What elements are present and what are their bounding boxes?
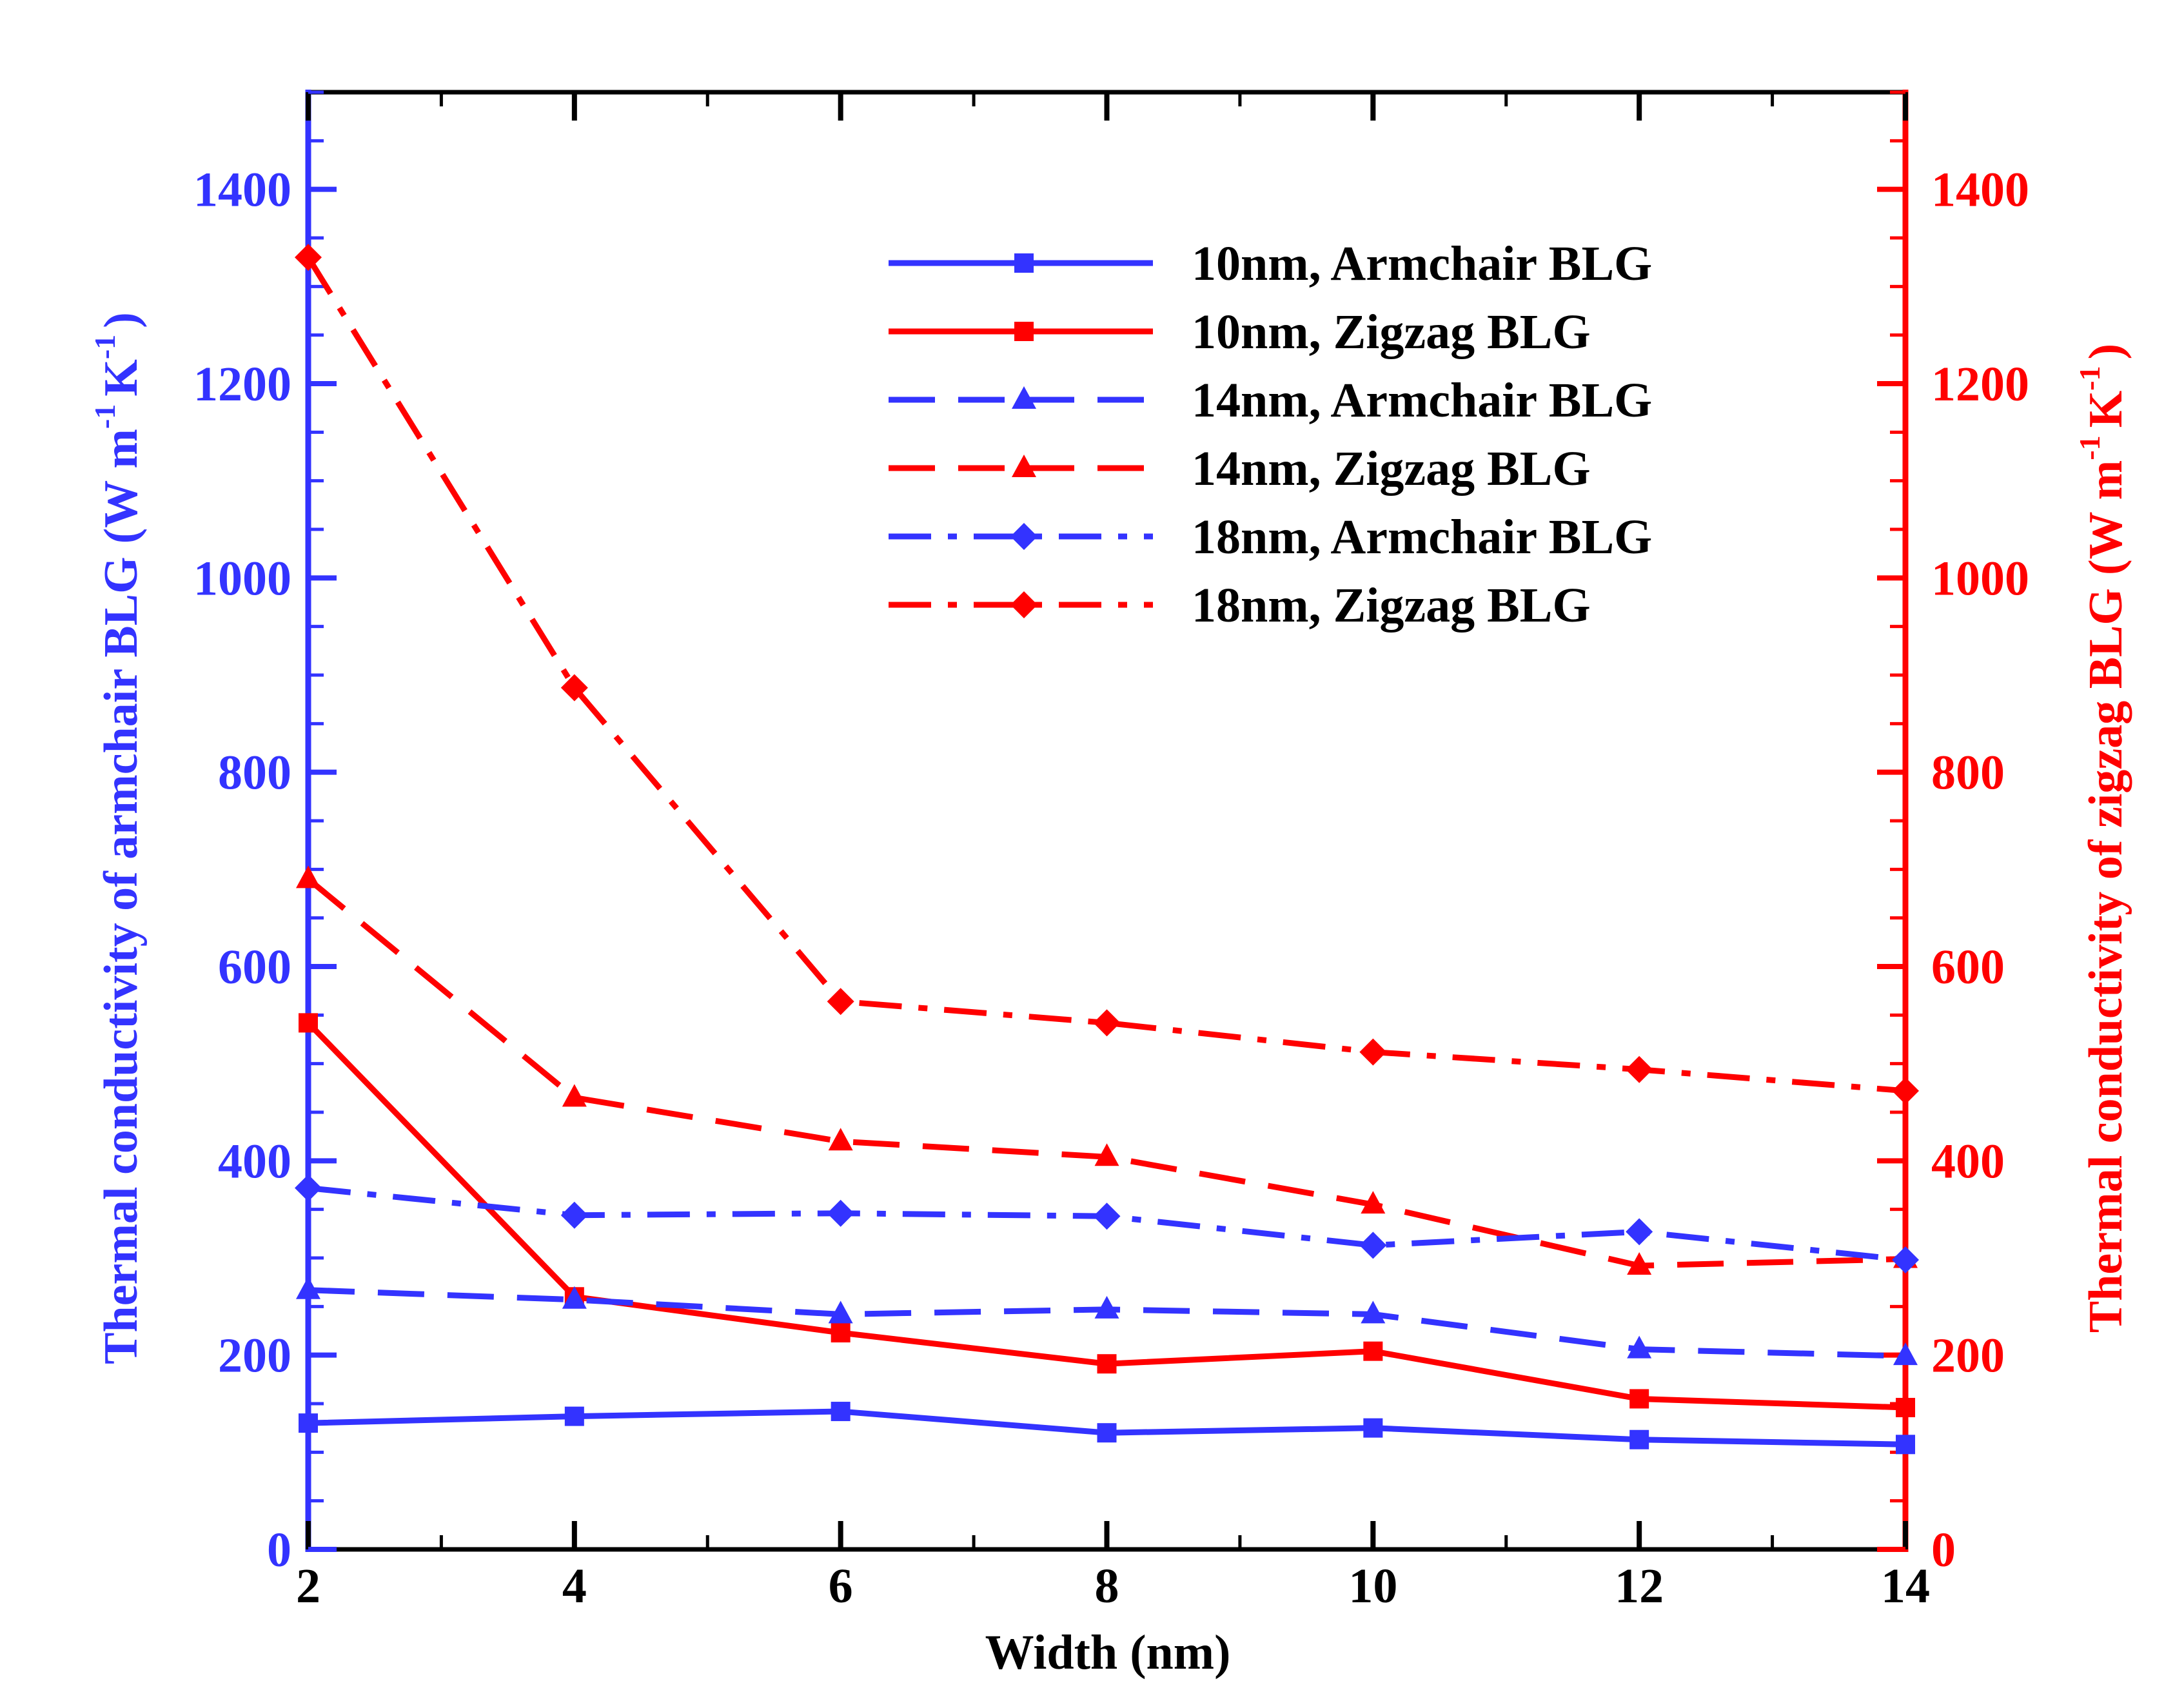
data-point (1629, 1389, 1649, 1409)
right-y-tick-label: 800 (1931, 746, 2005, 800)
data-point (299, 1413, 318, 1433)
data-point (1359, 1038, 1387, 1066)
data-point (299, 1013, 318, 1033)
legend-item: 14nm, Zigzag BLG (889, 442, 1591, 496)
data-point (1896, 1435, 1915, 1455)
data-point (564, 1406, 584, 1426)
x-tick-label: 10 (1348, 1559, 1397, 1613)
x-tick-label: 6 (829, 1559, 853, 1613)
data-point (1363, 1418, 1383, 1438)
data-point (1896, 1398, 1915, 1418)
data-point (1626, 1055, 1653, 1083)
data-point (831, 1402, 851, 1422)
left-y-tick-label: 1000 (193, 551, 291, 605)
series-0 (299, 1402, 1915, 1455)
data-point (1627, 1252, 1652, 1275)
legend-marker (1012, 455, 1036, 477)
legend-item: 10nm, Armchair BLG (889, 237, 1652, 291)
left-y-tick-label: 400 (218, 1134, 291, 1188)
legend-marker (1014, 253, 1034, 273)
data-point (827, 988, 854, 1016)
legend-item: 18nm, Armchair BLG (889, 510, 1652, 564)
legend-marker (1014, 322, 1034, 341)
left-y-tick-label: 600 (218, 940, 291, 994)
x-tick-label: 4 (562, 1559, 587, 1613)
data-point (296, 1276, 320, 1299)
data-point (1094, 1295, 1119, 1319)
data-point (1626, 1218, 1653, 1246)
data-point (831, 1323, 851, 1343)
x-tick-label: 2 (296, 1559, 320, 1613)
legend-marker (1012, 386, 1036, 409)
left-y-tick-label: 0 (267, 1523, 291, 1577)
data-point (1094, 1143, 1119, 1166)
right-y-tick-label: 400 (1931, 1134, 2005, 1188)
data-point (562, 1084, 587, 1107)
left-y-tick-label: 800 (218, 746, 291, 800)
x-tick-label: 8 (1095, 1559, 1119, 1613)
data-point (1359, 1232, 1387, 1259)
data-point (560, 674, 588, 702)
right-y-tick-label: 1000 (1931, 551, 2029, 605)
data-point (1892, 1246, 1919, 1274)
data-point (295, 244, 322, 271)
data-point (1627, 1335, 1652, 1359)
data-point (828, 1128, 853, 1151)
right-y-tick-label: 1400 (1931, 163, 2029, 217)
data-point (1097, 1354, 1117, 1374)
x-axis-ticks: 2 4 6 8 10 12 14 (296, 92, 1930, 1613)
data-point (1093, 1202, 1121, 1230)
data-point (296, 865, 320, 888)
plot-frame (305, 90, 1909, 1552)
legend-label: 10nm, Zigzag BLG (1192, 305, 1591, 359)
data-point (1093, 1009, 1121, 1037)
legend: 10nm, Armchair BLG 10nm, Zigzag BLG 14nm, … (889, 237, 1652, 633)
right-y-axis-label: Thermal conductivity of zigzag BLG(Wm-1K… (2073, 344, 2132, 1333)
series-line (306, 255, 1906, 1094)
legend-marker (1010, 591, 1038, 618)
right-y-tick-label: 200 (1931, 1329, 2005, 1383)
legend-label: 18nm, Armchair BLG (1192, 510, 1652, 564)
series-group (295, 244, 1919, 1455)
right-y-axis-label-text: Thermal conductivity of zigzag BLG (2080, 588, 2132, 1333)
right-y-tick-label: 600 (1931, 940, 2005, 994)
series-4 (295, 1174, 1919, 1274)
legend-item: 18nm, Zigzag BLG (889, 578, 1591, 633)
data-point (1363, 1341, 1383, 1361)
data-point (1893, 1342, 1918, 1366)
data-point (827, 1199, 854, 1227)
left-y-tick-label: 1200 (193, 357, 291, 411)
data-point (560, 1201, 588, 1229)
series-2 (296, 1276, 1918, 1366)
data-point (1361, 1301, 1386, 1324)
legend-item: 10nm, Zigzag BLG (889, 305, 1591, 359)
x-tick-label: 12 (1615, 1559, 1664, 1613)
legend-label: 18nm, Zigzag BLG (1192, 578, 1591, 633)
data-point (295, 1174, 322, 1202)
legend-marker (1010, 523, 1038, 550)
legend-label: 10nm, Armchair BLG (1192, 237, 1652, 291)
left-y-tick-label: 200 (218, 1329, 291, 1383)
left-y-axis-label: Thermal conductivity of armchair BLG(Wm-… (88, 312, 148, 1364)
y-axis-ticks: 0 0 200 200 400 400 600 600 800 800 1000 1000 1200 12… (193, 90, 2029, 1577)
data-point (562, 1286, 587, 1309)
right-y-tick-label: 1200 (1931, 357, 2029, 411)
x-tick-label: 14 (1881, 1559, 1930, 1613)
left-y-axis-label-text: Thermal conductivity of armchair BLG (95, 556, 148, 1364)
legend-label: 14nm, Armchair BLG (1192, 373, 1652, 427)
left-y-tick-label: 1400 (193, 163, 291, 217)
legend-item: 14nm, Armchair BLG (889, 373, 1652, 427)
x-axis-label: Width (nm) (985, 1625, 1231, 1680)
data-point (1361, 1191, 1386, 1214)
data-point (828, 1301, 853, 1324)
data-point (1097, 1423, 1117, 1443)
series-5 (295, 244, 1919, 1104)
data-point (1892, 1077, 1919, 1104)
data-point (1629, 1429, 1649, 1449)
right-y-tick-label: 0 (1931, 1523, 1956, 1577)
legend-label: 14nm, Zigzag BLG (1192, 442, 1591, 496)
